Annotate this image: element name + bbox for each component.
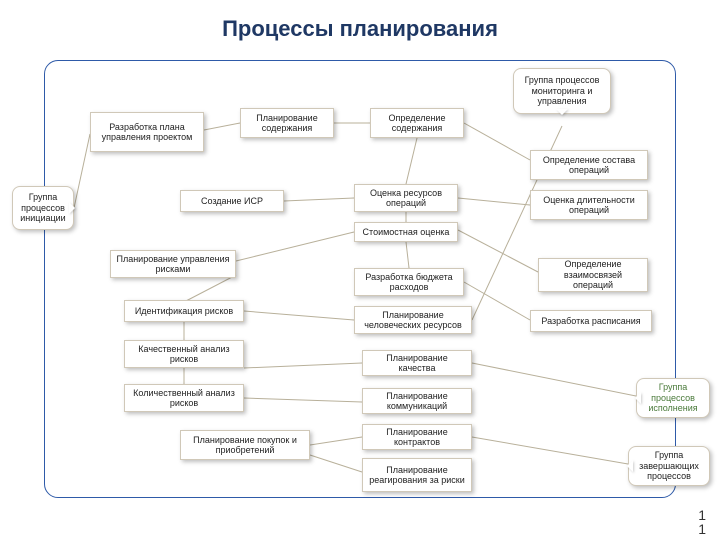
- callout-execution: Группа процессов исполнения: [636, 378, 710, 418]
- callout-closing: Группа завершающих процессов: [628, 446, 710, 486]
- node-risk_response: Планирование реагирования за риски: [362, 458, 472, 492]
- node-activity_def: Определение состава операций: [530, 150, 648, 180]
- node-comm_plan: Планирование коммуникаций: [362, 388, 472, 414]
- page-title: Процессы планирования: [0, 0, 720, 42]
- node-contracts: Планирование контрактов: [362, 424, 472, 450]
- node-wbs: Создание ИСР: [180, 190, 284, 212]
- node-cost_est: Стоимостная оценка: [354, 222, 458, 242]
- node-quality_plan: Планирование качества: [362, 350, 472, 376]
- node-scope_def: Определение содержания: [370, 108, 464, 138]
- callout-initiation: Группа процессов инициации: [12, 186, 74, 230]
- node-qual_risk: Качественный анализ рисков: [124, 340, 244, 368]
- node-hr_plan: Планирование человеческих ресурсов: [354, 306, 472, 334]
- node-seq: Определение взаимосвязей операций: [538, 258, 648, 292]
- node-dur_est: Оценка длительности операций: [530, 190, 648, 220]
- callout-monitoring: Группа процессов мониторинга и управлени…: [513, 68, 611, 114]
- node-risk_ident: Идентификация рисков: [124, 300, 244, 322]
- node-schedule: Разработка расписания: [530, 310, 652, 332]
- node-risk_mgmt_plan: Планирование управления рисками: [110, 250, 236, 278]
- page-number: 11: [698, 508, 706, 536]
- node-res_est: Оценка ресурсов операций: [354, 184, 458, 212]
- node-scope_plan: Планирование содержания: [240, 108, 334, 138]
- node-budget: Разработка бюджета расходов: [354, 268, 464, 296]
- node-procurement: Планирование покупок и приобретений: [180, 430, 310, 460]
- node-quant_risk: Количественный анализ рисков: [124, 384, 244, 412]
- node-plan_mgmt: Разработка плана управления проектом: [90, 112, 204, 152]
